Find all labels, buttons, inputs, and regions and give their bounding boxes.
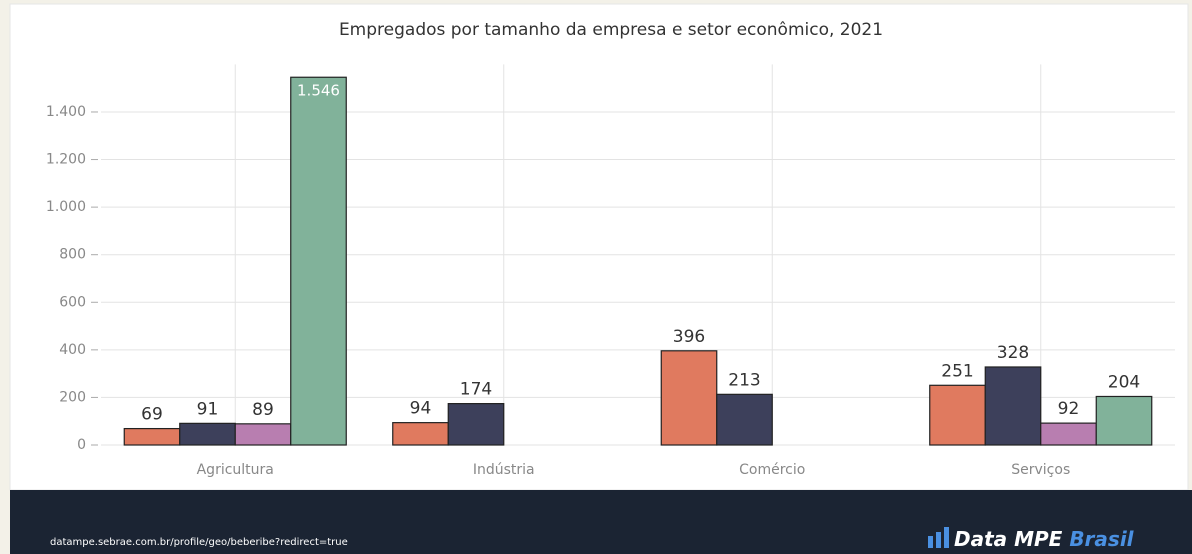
x-tick-label: Agricultura bbox=[197, 462, 274, 478]
x-tick-label: Serviços bbox=[1011, 462, 1070, 478]
y-tick-label: 600 bbox=[59, 294, 86, 310]
data-label: 251 bbox=[941, 361, 973, 381]
footer bbox=[10, 490, 1192, 554]
bar bbox=[447, 403, 505, 446]
data-label: 92 bbox=[1058, 399, 1080, 419]
bar bbox=[1040, 422, 1097, 446]
bar bbox=[929, 384, 986, 446]
data-label: 89 bbox=[252, 400, 274, 420]
logo-icon bbox=[936, 532, 941, 548]
chart-title: Empregados por tamanho da empresa e seto… bbox=[339, 20, 883, 40]
bar bbox=[660, 350, 718, 446]
x-tick-label: Indústria bbox=[473, 462, 535, 478]
bar bbox=[290, 76, 347, 446]
logo-accent: Brasil bbox=[1069, 527, 1134, 551]
y-tick-label: 200 bbox=[59, 389, 86, 405]
y-tick-label: 1.000 bbox=[46, 199, 86, 215]
logo-icon bbox=[928, 536, 933, 548]
y-tick-label: 800 bbox=[59, 247, 86, 263]
data-label: 396 bbox=[673, 327, 705, 347]
bar bbox=[984, 366, 1042, 446]
data-label: 204 bbox=[1108, 372, 1140, 392]
y-tick-label: 1.400 bbox=[46, 104, 86, 120]
footer-url: datampe.sebrae.com.br/profile/geo/beberi… bbox=[50, 537, 348, 548]
y-tick-label: 400 bbox=[59, 342, 86, 358]
data-label: 1.546 bbox=[297, 82, 340, 100]
logo-icon bbox=[944, 527, 949, 548]
data-label: 328 bbox=[997, 343, 1029, 363]
logo-text: Data MPE Brasil bbox=[954, 527, 1135, 551]
logo-main: Data MPE bbox=[954, 527, 1063, 551]
data-label: 69 bbox=[141, 405, 163, 425]
x-tick-label: Comércio bbox=[739, 462, 805, 478]
bar bbox=[234, 423, 292, 446]
data-label: 174 bbox=[460, 380, 492, 400]
logo: Data MPE Brasil bbox=[928, 527, 1135, 551]
bar bbox=[392, 422, 449, 446]
y-tick-label: 1.200 bbox=[46, 152, 86, 168]
y-tick-label: 0 bbox=[77, 437, 86, 453]
bar bbox=[1095, 395, 1153, 446]
bar bbox=[716, 393, 773, 446]
data-label: 213 bbox=[728, 370, 760, 390]
bar bbox=[179, 422, 236, 446]
data-label: 91 bbox=[197, 399, 219, 419]
bar bbox=[123, 427, 181, 446]
data-label: 94 bbox=[410, 399, 432, 419]
